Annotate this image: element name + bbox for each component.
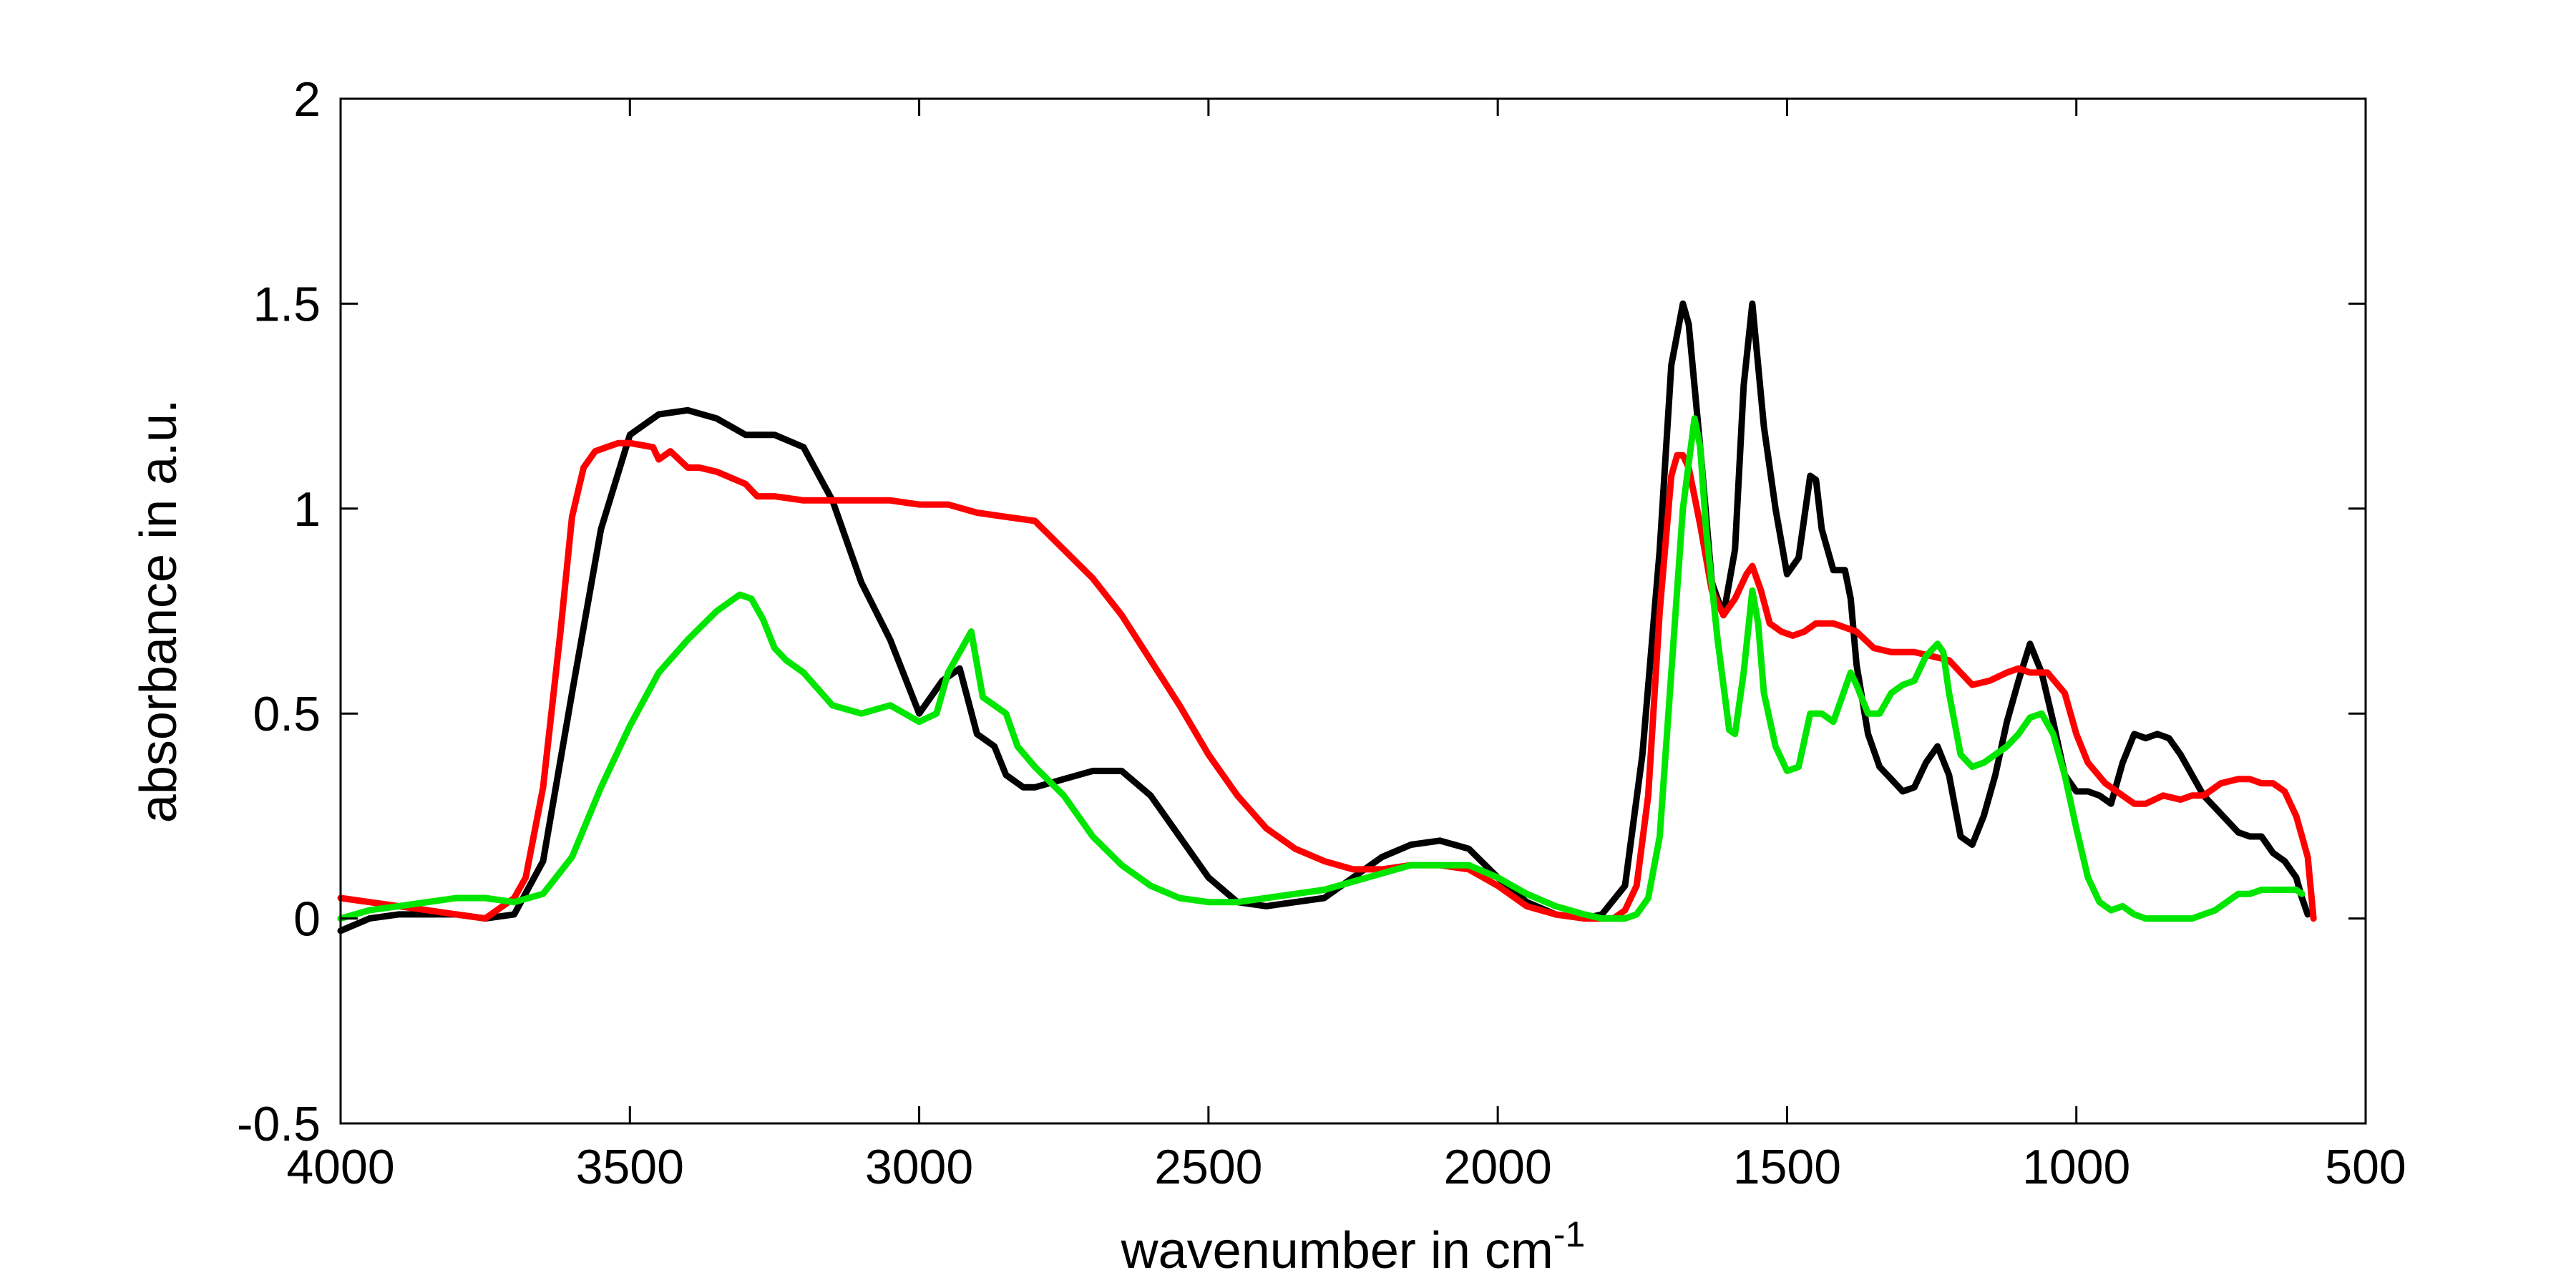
- y-tick-label: 0: [293, 892, 321, 947]
- x-tick-label: 2500: [1154, 1140, 1262, 1194]
- x-tick-label: 2000: [1444, 1140, 1552, 1194]
- x-tick-label: 4000: [286, 1140, 394, 1194]
- y-tick-label: -0.5: [237, 1097, 321, 1151]
- plot-frame: [339, 97, 2367, 1125]
- series-line-black: [337, 300, 2311, 935]
- x-tick-label: 3000: [865, 1140, 973, 1194]
- x-axis-label-text: wavenumber in cm: [1121, 1222, 1553, 1279]
- y-tick-label: 2: [293, 72, 321, 127]
- series-line-red: [337, 439, 2317, 922]
- y-tick-label: 0.5: [253, 687, 321, 741]
- series-layer: [337, 300, 2317, 935]
- tick-layer: 4000 3500 3000 2500 2000 1500 1000 500 -0.5 0 0.5 1…: [237, 72, 2406, 1194]
- x-tick-label: 3500: [576, 1140, 684, 1194]
- x-tick-label: 1000: [2022, 1140, 2130, 1194]
- x-axis-label: wavenumber in cm-1: [1121, 1214, 1586, 1279]
- x-tick-label: 500: [2325, 1140, 2406, 1194]
- y-tick-label: 1: [293, 482, 321, 537]
- y-tick-label: 1.5: [253, 277, 321, 331]
- series-line-green: [337, 415, 2306, 922]
- x-axis-label-superscript: -1: [1553, 1214, 1585, 1254]
- x-tick-label: 1500: [1733, 1140, 1841, 1194]
- y-axis-label: absorbance in a.u.: [130, 399, 187, 823]
